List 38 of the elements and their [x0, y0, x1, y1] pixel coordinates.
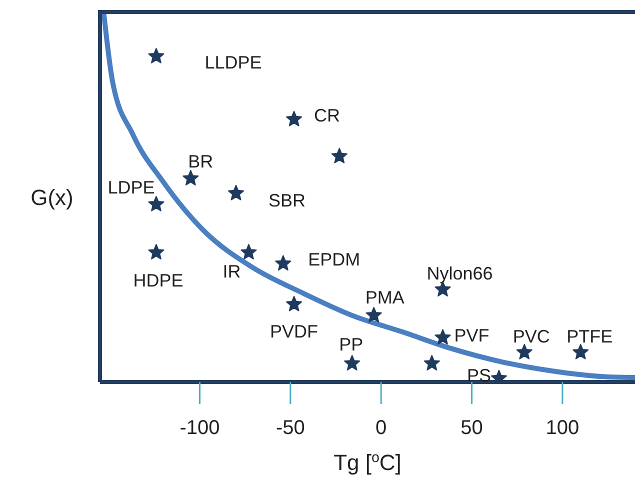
annotation: IR — [222, 262, 241, 282]
x-tick-label: 0 — [376, 417, 387, 440]
annotation: Nylon66 — [426, 264, 493, 284]
annotation: PTFE — [566, 326, 613, 346]
point — [286, 110, 302, 126]
point — [424, 355, 440, 370]
x-axis-title: Tg [$^{o}$C] — [334, 450, 402, 475]
annotation: LLDPE — [204, 52, 262, 72]
annotation: HDPE — [133, 270, 184, 290]
x-tick-label: -50 — [276, 417, 305, 440]
point — [240, 244, 257, 260]
annotation: BR — [188, 152, 214, 172]
point — [148, 48, 164, 64]
annotation: PP — [339, 334, 364, 354]
point — [182, 170, 199, 186]
point — [286, 296, 302, 312]
annotation: CR — [314, 105, 340, 126]
point — [331, 148, 348, 164]
annotation: EPDM — [308, 250, 360, 270]
point — [228, 184, 244, 200]
annotation: LDPE — [108, 177, 155, 198]
point — [434, 329, 451, 345]
point — [148, 196, 164, 212]
point — [275, 255, 292, 271]
point — [572, 344, 589, 360]
point — [148, 244, 164, 260]
x-tick-label: 100 — [546, 417, 580, 440]
point — [516, 344, 532, 360]
annotation: PVC — [512, 326, 550, 346]
annotation: SBR — [268, 190, 306, 210]
annotation: PVF — [454, 326, 490, 346]
annotation: PMA — [365, 287, 404, 308]
point — [344, 355, 360, 370]
annotation: PVDF — [270, 321, 318, 342]
x-tick-label: -100 — [180, 417, 220, 440]
x-tick-label: 50 — [460, 417, 483, 440]
y-axis-title: G(x) — [30, 185, 74, 210]
point — [366, 306, 382, 322]
